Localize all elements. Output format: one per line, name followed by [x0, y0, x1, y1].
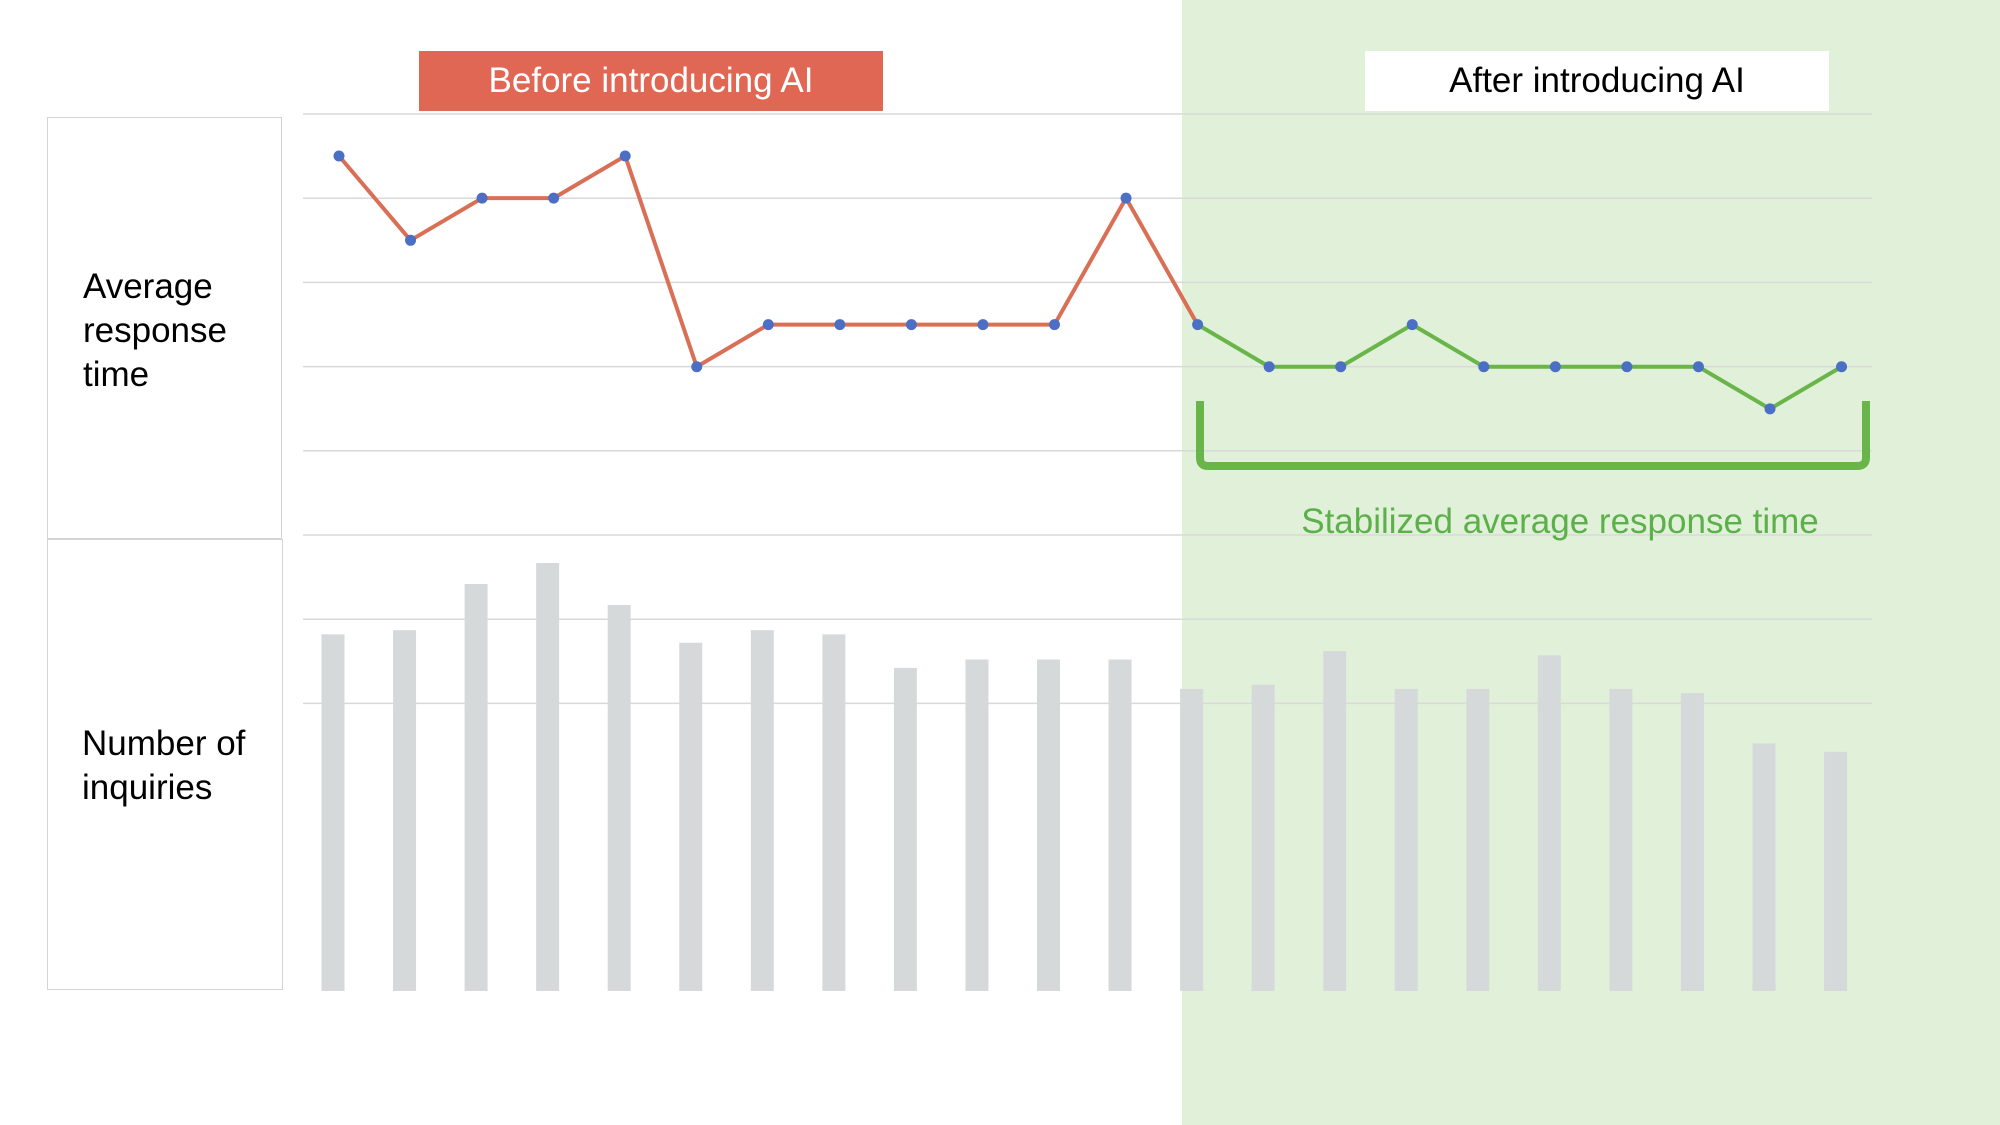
inquiry-bar — [607, 604, 631, 991]
inquiry-bar — [822, 634, 846, 991]
response-time-point — [1621, 361, 1633, 373]
inquiry-bar — [393, 630, 417, 991]
response-time-point — [1335, 361, 1347, 373]
response-time-row-label: Average response time — [83, 267, 227, 394]
response-time-point — [1049, 319, 1060, 331]
response-time-point — [476, 192, 488, 204]
stabilized-annotation: Stabilized average response time — [1301, 502, 1819, 541]
inquiry-bar — [1323, 651, 1347, 991]
inquiry-bar — [965, 659, 989, 991]
response-time-point — [1764, 403, 1776, 415]
response-time-row-box — [47, 117, 282, 539]
response-time-point — [619, 150, 631, 162]
response-time-point — [834, 319, 846, 331]
inquiry-bar — [679, 642, 703, 991]
response-time-point — [905, 319, 917, 331]
inquiry-bar — [1752, 743, 1776, 991]
response-time-point — [333, 150, 345, 162]
inquiry-bar — [1394, 688, 1418, 991]
response-time-point — [548, 192, 560, 204]
inquiry-bar — [893, 667, 917, 991]
inquiry-bar — [1466, 688, 1490, 991]
inquiry-bar — [1537, 655, 1561, 991]
inquiry-bar — [750, 630, 774, 991]
response-time-point — [1692, 361, 1704, 373]
inquiry-bar — [1037, 659, 1060, 991]
inquiry-bar — [536, 563, 560, 991]
inquiry-bar — [1251, 684, 1275, 991]
after-ai-banner: After introducing AI — [1365, 51, 1829, 111]
response-time-point — [762, 319, 774, 331]
response-time-point — [691, 361, 703, 373]
response-time-point — [1478, 361, 1490, 373]
response-time-point — [1120, 192, 1132, 204]
inquiry-bar — [1680, 693, 1704, 991]
response-time-point — [405, 234, 417, 246]
inquiry-bar — [464, 583, 488, 991]
response-time-point — [1406, 319, 1418, 331]
inquiry-bar — [321, 634, 345, 991]
after-ai-region — [1182, 0, 2000, 1125]
inquiries-row-label: Number of inquiries — [82, 724, 246, 807]
response-time-point — [1549, 361, 1561, 373]
stabilized-bracket — [1196, 401, 1870, 470]
response-time-point — [1263, 361, 1275, 373]
inquiry-bar — [1108, 659, 1132, 991]
response-time-point — [1836, 361, 1848, 373]
inquiry-bar — [1609, 688, 1633, 991]
response-time-point — [1192, 319, 1204, 331]
inquiries-row-box — [47, 539, 283, 990]
inquiry-bar — [1824, 751, 1848, 991]
inquiry-bars — [321, 563, 1848, 991]
response-time-line-after — [1196, 322, 1843, 411]
before-ai-banner: Before introducing AI — [419, 51, 883, 111]
inquiry-bar — [1180, 688, 1204, 991]
response-time-point — [977, 319, 989, 331]
gridlines — [303, 113, 1872, 705]
response-time-line-before — [337, 154, 1200, 369]
response-time-points — [333, 150, 1848, 415]
